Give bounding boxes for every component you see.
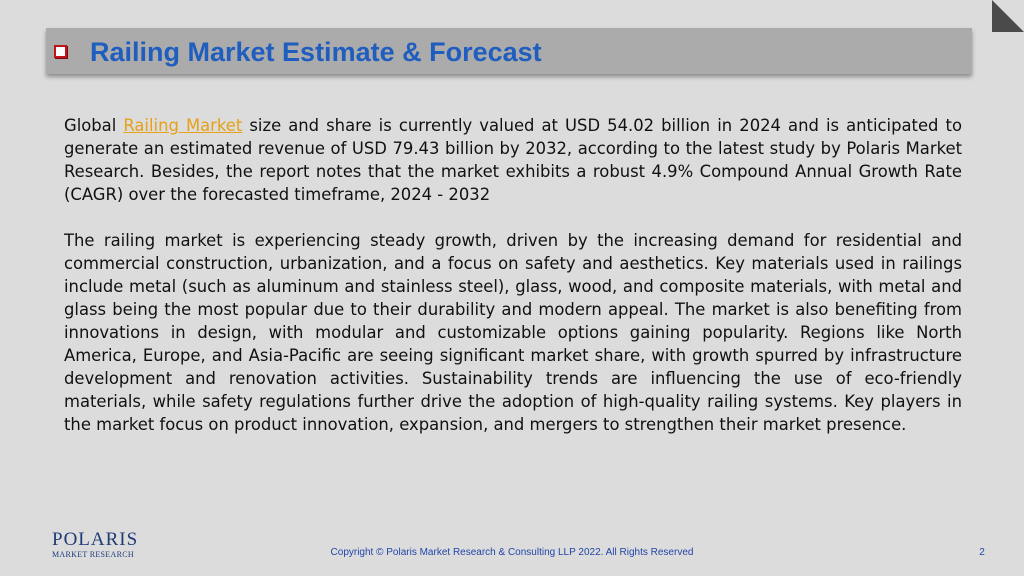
page-corner-fold-icon [992,0,1024,32]
slide-title: Railing Market Estimate & Forecast [90,37,542,67]
railing-market-link[interactable]: Railing Market [123,116,243,135]
paragraph-intro-text: Global [64,116,124,135]
copyright-text: Copyright © Polaris Market Research & Co… [330,547,694,558]
polaris-logo: POLARIS MARKET RESEARCH [52,529,139,560]
paragraph-market-size: Global Railing Market size and share is … [64,114,962,206]
paragraph-market-size-text: size and share is currently valued at US… [64,116,962,204]
page-number: 2 [979,547,985,558]
title-bar: Railing Market Estimate & Forecast [46,28,972,74]
slide-content: Global Railing Market size and share is … [64,114,962,436]
checkbox-bullet-icon [54,45,67,58]
paragraph-market-overview: The railing market is experiencing stead… [64,231,962,434]
logo-subtitle: MARKET RESEARCH [52,550,134,559]
logo-name: POLARIS [52,529,139,550]
